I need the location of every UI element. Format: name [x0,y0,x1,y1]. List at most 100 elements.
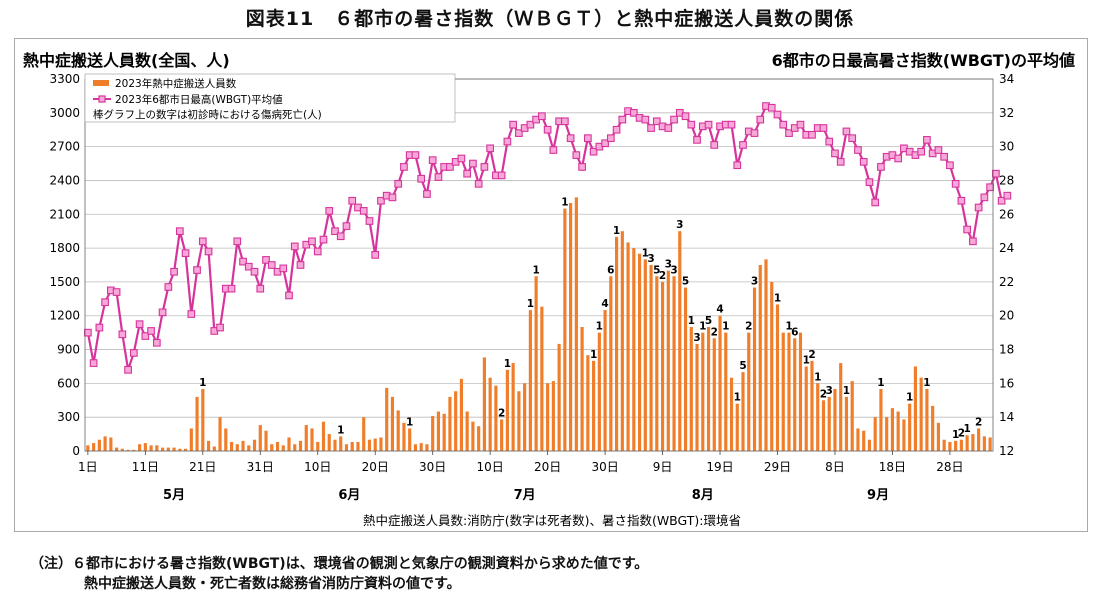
bar [908,403,912,451]
wbgt-marker [566,134,575,143]
bar [666,270,670,451]
wbgt-marker [434,173,443,181]
bar [517,391,521,451]
death-label: 3 [665,259,672,271]
death-label: 1 [877,377,884,389]
bar [528,310,532,451]
wbgt-marker [951,179,960,188]
wbgt-marker [411,151,420,159]
figure-title: 図表11 ６都市の暑さ指数（ＷＢＧＴ）と熱中症搬送人員数の関係 [245,8,855,30]
wbgt-marker [652,117,661,126]
bar [971,434,975,451]
death-label: 1 [527,298,534,310]
bar [442,413,446,451]
wbgt-marker [670,115,678,124]
right-tick-label: 18 [999,343,1014,357]
bar [551,381,555,451]
death-label: 2 [975,416,982,428]
bar [321,421,326,451]
left-tick-label: 300 [57,410,80,424]
bar-series [86,197,992,451]
month-label: 5月 [163,488,185,503]
bar [988,437,992,451]
bar [356,441,360,451]
bar [201,389,205,451]
wbgt-marker [848,134,857,143]
bar [258,425,262,451]
wbgt-marker [423,190,431,198]
wbgt-marker [250,267,259,276]
bar [804,366,808,451]
wbgt-marker [779,120,788,129]
x-tick-label: 18日 [879,460,906,474]
wbgt-marker [796,120,805,129]
bar [827,396,831,451]
bar [770,281,774,451]
bar [241,440,245,451]
x-tick-label: 29日 [764,460,791,474]
bar [385,387,389,451]
death-label: 5 [705,315,712,327]
bar [247,445,251,451]
x-tick-label: 11日 [132,460,159,474]
left-tick-label: 2700 [49,140,80,154]
right-tick-label: 26 [999,207,1014,221]
x-tick-label: 30日 [419,460,446,474]
bar [678,231,682,451]
x-tick-label: 20日 [534,460,561,474]
death-label: 4 [716,304,723,316]
wbgt-marker [474,179,483,188]
bar [936,422,940,451]
bar [327,434,331,451]
right-tick-label: 34 [999,72,1014,86]
wbgt-marker [538,112,546,121]
wbgt-marker [336,232,345,241]
x-tick-label: 20日 [362,460,389,474]
death-label: 4 [601,298,608,310]
bar [873,417,877,451]
wbgt-marker [170,267,178,276]
bar [482,357,486,451]
bar [890,408,895,451]
bar [109,437,113,451]
death-label: 1 [406,416,413,428]
bar [660,281,665,451]
left-tick-label: 900 [57,343,80,357]
bar [310,428,314,451]
bar [115,447,119,451]
legend-note: 棒グラフ上の数字は初診時における傷病死亡(人) [93,108,322,121]
death-label: 1 [561,197,568,209]
bar [166,447,170,451]
bar [643,259,647,451]
bar [931,405,935,451]
wbgt-marker [618,115,627,124]
wbgt-marker [290,242,299,251]
death-label: 2 [958,428,965,440]
bar [925,389,929,451]
bar [229,441,234,451]
wbgt-marker [543,125,552,134]
bar [798,332,803,451]
bar [620,231,624,451]
wbgt-marker [957,196,966,205]
wbgt-marker [331,227,339,236]
wbgt-marker [377,196,385,205]
wbgt-marker [256,284,265,293]
wbgt-marker [204,247,213,256]
left-tick-label: 1200 [49,309,80,323]
right-tick-label: 22 [999,275,1014,289]
bar [281,445,285,451]
bar [488,377,492,451]
bar [982,436,986,451]
wbgt-line-series [84,102,1012,374]
death-label: 1 [688,315,695,327]
right-axis-title: 6都市の日最高暑さ指数(WBGT)の平均値 [772,51,1075,70]
bar [212,446,216,451]
x-tick-label: 21日 [189,460,216,474]
wbgt-marker [325,207,334,215]
wbgt-marker [606,134,615,143]
death-label: 1 [952,429,959,441]
death-label: 3 [826,385,833,397]
bar [615,236,619,451]
